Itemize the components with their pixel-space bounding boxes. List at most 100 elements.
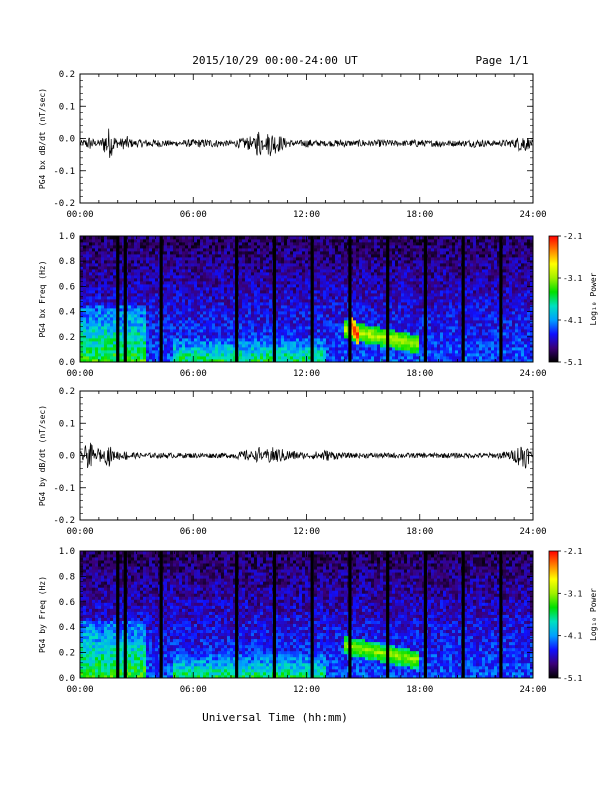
spectrogram-cell	[260, 326, 264, 330]
spectrogram-cell	[107, 263, 111, 267]
spectrogram-cell	[365, 236, 369, 240]
spectrogram-cell	[353, 317, 357, 321]
spectrogram-cell	[143, 296, 147, 300]
spectrogram-cell	[221, 350, 225, 354]
spectrogram-cell	[338, 335, 342, 339]
spectrogram-cell	[209, 344, 213, 348]
spectrogram-cell	[287, 341, 291, 345]
spectrogram-cell	[221, 308, 225, 312]
spectrogram-cell	[338, 317, 342, 321]
spectrogram-cell	[299, 359, 303, 363]
spectrogram-cell	[392, 359, 396, 363]
spectrogram-cell	[104, 290, 108, 294]
spectrogram-cell	[419, 359, 423, 363]
spectrogram-cell	[95, 326, 99, 330]
spectrogram-cell	[338, 326, 342, 330]
spectrogram-cell	[230, 311, 234, 315]
spectrogram-cell	[323, 269, 327, 273]
spectrogram-cell	[176, 299, 180, 303]
spectrogram-cell	[101, 356, 105, 360]
spectrogram-cell	[269, 338, 273, 342]
spectrogram-cell	[398, 359, 402, 363]
spectrogram-cell	[350, 242, 354, 246]
spectrogram-cell	[326, 245, 330, 249]
spectrogram-cell	[305, 317, 309, 321]
spectrogram-cell	[371, 245, 375, 249]
spectrogram-cell	[209, 242, 213, 246]
spectrogram-cell	[143, 347, 147, 351]
spectrogram-cell	[290, 236, 294, 240]
spectrogram-cell	[350, 344, 354, 348]
spectrogram-cell	[137, 248, 141, 252]
spectrogram-cell	[164, 311, 168, 315]
spectrogram-cell	[269, 254, 273, 258]
spectrogram-cell	[101, 257, 105, 261]
spectrogram-cell	[101, 323, 105, 327]
spectrogram-cell	[224, 242, 228, 246]
spectrogram-cell	[398, 245, 402, 249]
spectrogram-cell	[428, 296, 432, 300]
spectrogram-cell	[134, 353, 138, 357]
spectrogram-cell	[353, 236, 357, 240]
spectrogram-cell	[269, 344, 273, 348]
spectrogram-cell	[209, 260, 213, 264]
spectrogram-cell	[389, 335, 393, 339]
spectrogram-cell	[80, 326, 84, 330]
spectrogram-cell	[80, 293, 84, 297]
spectrogram-cell	[251, 338, 255, 342]
spectrogram-cell	[224, 287, 228, 291]
spectrogram-cell	[164, 269, 168, 273]
spectrogram-cell	[128, 350, 132, 354]
spectrogram-cell	[191, 260, 195, 264]
spectrogram-cell	[293, 290, 297, 294]
spectrogram-cell	[320, 284, 324, 288]
spectrogram-cell	[248, 305, 252, 309]
spectrogram-cell	[242, 296, 246, 300]
spectrogram-cell	[209, 254, 213, 258]
spectrogram-cell	[431, 308, 435, 312]
spectrogram-cell	[401, 275, 405, 279]
spectrogram-cell	[107, 257, 111, 261]
spectrogram-cell	[128, 332, 132, 336]
spectrogram-cell	[206, 359, 210, 363]
spectrogram-cell	[152, 269, 156, 273]
spectrogram-cell	[167, 356, 171, 360]
spectrogram-cell	[302, 266, 306, 270]
spectrogram-cell	[302, 296, 306, 300]
spectrogram-cell	[317, 338, 321, 342]
spectrogram-cell	[221, 335, 225, 339]
spectrogram-cell	[392, 263, 396, 267]
spectrogram-cell	[326, 326, 330, 330]
spectrogram-cell	[182, 269, 186, 273]
spectrogram-cell	[131, 359, 135, 363]
spectrogram-cell	[269, 356, 273, 360]
spectrogram-cell	[209, 287, 213, 291]
spectrogram-cell	[95, 341, 99, 345]
spectrogram-cell	[191, 314, 195, 318]
spectrogram-cell	[296, 236, 300, 240]
spectrogram-cell	[98, 332, 102, 336]
spectrogram-cell	[152, 314, 156, 318]
spectrogram-cell	[242, 245, 246, 249]
spectrogram-cell	[119, 290, 123, 294]
spectrogram-cell	[245, 359, 249, 363]
spectrogram-cell	[230, 341, 234, 345]
spectrogram-cell	[341, 239, 345, 243]
spectrogram-cell	[200, 242, 204, 246]
spectrogram-cell	[431, 326, 435, 330]
spectrogram-cell	[212, 290, 216, 294]
spectrogram-cell	[377, 275, 381, 279]
spectrogram-cell	[137, 239, 141, 243]
spectrogram-cell	[137, 332, 141, 336]
spectrogram-cell	[194, 272, 198, 276]
spectrogram-cell	[308, 338, 312, 342]
spectrogram-cell	[383, 236, 387, 240]
spectrogram-cell	[392, 239, 396, 243]
spectrogram-cell	[170, 248, 174, 252]
spectrogram-cell	[245, 254, 249, 258]
spectrogram-cell	[119, 353, 123, 357]
spectrogram-cell	[95, 245, 99, 249]
spectrogram-cell	[80, 254, 84, 258]
spectrogram-cell	[197, 275, 201, 279]
spectrogram-cell	[101, 302, 105, 306]
